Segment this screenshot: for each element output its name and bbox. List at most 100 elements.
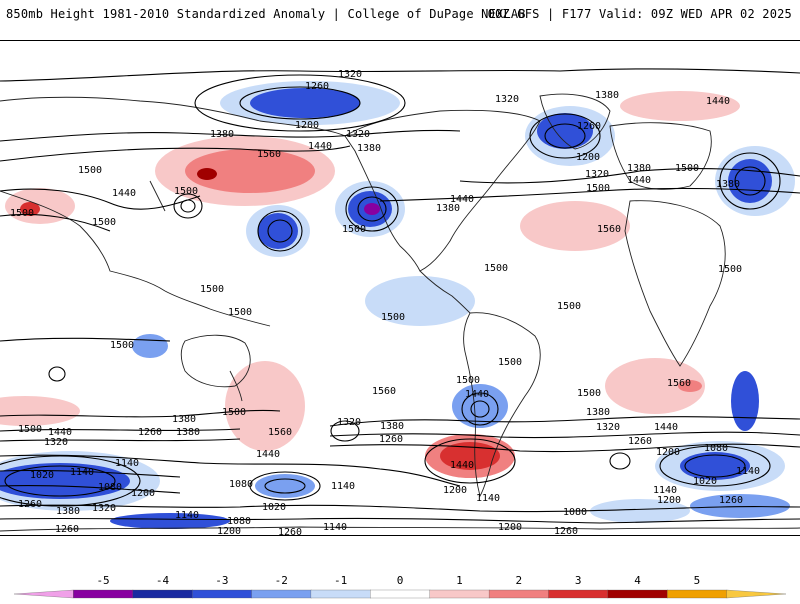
contour-label: 1140 bbox=[323, 522, 347, 533]
colorbar-scale: -5 -4 -3 -2 -1 0 1 2 3 4 5 bbox=[13, 574, 787, 599]
colorbar-tick-label: -1 bbox=[334, 574, 347, 587]
contour-label: 1500 bbox=[78, 165, 102, 176]
colorbar: -5 -4 -3 -2 -1 0 1 2 3 4 5 bbox=[0, 566, 800, 600]
contour-label: 1020 bbox=[262, 502, 286, 513]
contour-label: 1440 bbox=[450, 460, 474, 471]
contour-label: 1500 bbox=[586, 183, 610, 194]
contour-label: 1320 bbox=[92, 503, 116, 514]
contour-label: 1140 bbox=[70, 467, 94, 478]
contour-label: 1500 bbox=[228, 307, 252, 318]
contour-label: 1380 bbox=[595, 90, 619, 101]
contour-label: 1260 bbox=[278, 527, 302, 535]
contour-label: 1560 bbox=[372, 386, 396, 397]
contour-label: 1380 bbox=[172, 414, 196, 425]
contour-label: 1260 bbox=[18, 499, 42, 510]
contour-label: 1260 bbox=[55, 524, 79, 535]
contour-label: 1140 bbox=[736, 466, 760, 477]
contour-label: 1500 bbox=[342, 224, 366, 235]
contour-label: 1320 bbox=[338, 69, 362, 80]
header-bar: 850mb Height 1981-2010 Standardized Anom… bbox=[0, 0, 800, 40]
coastlines bbox=[0, 93, 800, 532]
contour-label: 1080 bbox=[563, 507, 587, 518]
contour-label: 1500 bbox=[10, 208, 34, 219]
colorbar-tick-label: 2 bbox=[515, 574, 522, 587]
contour-label: 1500 bbox=[675, 163, 699, 174]
contour-label: 1500 bbox=[577, 388, 601, 399]
contour-label: 1140 bbox=[331, 481, 355, 492]
contour-label: 1440 bbox=[112, 188, 136, 199]
contour-label: 1380 bbox=[586, 407, 610, 418]
contour-label: 1140 bbox=[476, 493, 500, 504]
contour-label: 1500 bbox=[484, 263, 508, 274]
contour-label: 1440 bbox=[308, 141, 332, 152]
contour-label: 1020 bbox=[693, 476, 717, 487]
contour-label: 1200 bbox=[131, 488, 155, 499]
colorbar-segment bbox=[310, 589, 371, 599]
contour-label: 1200 bbox=[443, 485, 467, 496]
contour-label: 1560 bbox=[667, 378, 691, 389]
colorbar-segment bbox=[607, 589, 668, 599]
colorbar-tick-label: 5 bbox=[694, 574, 701, 587]
contour-label: 1560 bbox=[597, 224, 621, 235]
contour-label: 1260 bbox=[305, 81, 329, 92]
contour-labels: 1320 1260 1380 1320 1440 1200 1260 1380 … bbox=[10, 69, 760, 535]
contour-label: 1500 bbox=[222, 407, 246, 418]
contour-label: 1440 bbox=[706, 96, 730, 107]
anomaly-map: 1320 1260 1380 1320 1440 1200 1260 1380 … bbox=[0, 68, 800, 535]
anomaly-shading bbox=[0, 81, 795, 529]
contour-label: 1500 bbox=[18, 424, 42, 435]
contour-label: 1320 bbox=[337, 417, 361, 428]
contour-label: 1500 bbox=[92, 217, 116, 228]
colorbar-tick-label: -4 bbox=[156, 574, 170, 587]
map-panel: 1320 1260 1380 1320 1440 1200 1260 1380 … bbox=[0, 40, 800, 536]
contour-label: 1260 bbox=[577, 121, 601, 132]
colorbar-segment bbox=[488, 589, 550, 599]
contour-label: 1140 bbox=[175, 510, 199, 521]
contour-label: 1260 bbox=[628, 436, 652, 447]
contour-label: 1500 bbox=[200, 284, 224, 295]
colorbar-segment bbox=[548, 589, 609, 599]
contour-label: 1320 bbox=[346, 129, 370, 140]
contour-label: 1500 bbox=[381, 312, 405, 323]
contour-label: 1260 bbox=[138, 427, 162, 438]
contour-label: 1440 bbox=[654, 422, 678, 433]
colorbar-segment bbox=[251, 589, 312, 599]
colorbar-tick-label: 4 bbox=[634, 574, 641, 587]
colorbar-segment bbox=[132, 589, 193, 599]
contour-label: 1260 bbox=[719, 495, 743, 506]
contour-label: 1200 bbox=[217, 526, 241, 535]
contour-label: 1080 bbox=[704, 443, 728, 454]
contour-label: 1500 bbox=[498, 357, 522, 368]
contour-label: 1200 bbox=[656, 447, 680, 458]
contour-label: 1500 bbox=[557, 301, 581, 312]
colorbar-segment bbox=[667, 589, 728, 599]
colorbar-tick-label: 3 bbox=[575, 574, 582, 587]
contour-label: 1440 bbox=[48, 427, 72, 438]
colorbar-segment bbox=[370, 589, 431, 599]
contour-label: 1560 bbox=[268, 427, 292, 438]
contour-label: 1080 bbox=[98, 482, 122, 493]
contour-label: 1380 bbox=[436, 203, 460, 214]
colorbar-tick-label: -5 bbox=[96, 574, 109, 587]
model-run-info: 00Z GFS | F177 Valid: 09Z WED APR 02 202… bbox=[487, 7, 792, 21]
contour-label: 1320 bbox=[44, 437, 68, 448]
contour-label: 1320 bbox=[495, 94, 519, 105]
contour-label: 1260 bbox=[554, 526, 578, 535]
colorbar-segment bbox=[429, 589, 490, 599]
contour-label: 1500 bbox=[456, 375, 480, 386]
colorbar-tick-label: -3 bbox=[215, 574, 228, 587]
colorbar-segment bbox=[726, 589, 787, 599]
contour-label: 1140 bbox=[115, 458, 139, 469]
contour-label: 1500 bbox=[718, 264, 742, 275]
colorbar-segment bbox=[13, 589, 74, 599]
contour-label: 1560 bbox=[257, 149, 281, 160]
colorbar-segment bbox=[192, 589, 253, 599]
contour-label: 1380 bbox=[56, 506, 80, 517]
colorbar-tick-label: 0 bbox=[397, 574, 404, 587]
contour-label: 1020 bbox=[30, 470, 54, 481]
height-contours bbox=[0, 68, 800, 524]
contour-label: 1440 bbox=[450, 194, 474, 205]
contour-label: 1320 bbox=[596, 422, 620, 433]
contour-label: 1500 bbox=[174, 186, 198, 197]
contour-label: 1320 bbox=[585, 169, 609, 180]
